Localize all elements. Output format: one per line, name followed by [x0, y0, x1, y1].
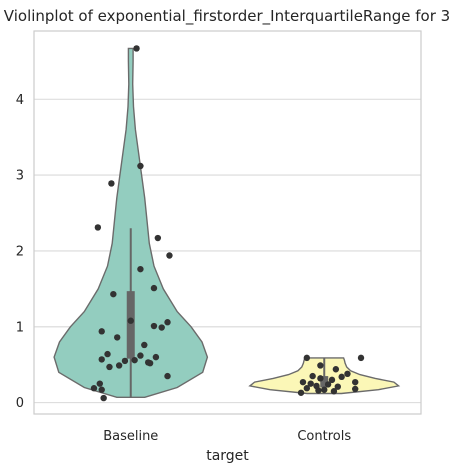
data-point	[150, 322, 158, 330]
data-point	[315, 387, 322, 394]
iqr-box	[320, 376, 329, 388]
data-point	[96, 380, 103, 387]
data-point	[94, 224, 102, 231]
data-point	[324, 381, 332, 388]
data-point	[137, 265, 144, 273]
data-point	[321, 386, 328, 393]
data-point	[98, 356, 105, 363]
violin-body	[53, 47, 209, 398]
data-point	[115, 362, 123, 369]
data-point	[307, 380, 314, 387]
data-point	[158, 324, 165, 331]
plot-frame	[33, 30, 422, 415]
data-point	[106, 363, 113, 371]
data-point	[303, 385, 311, 392]
data-point	[164, 319, 171, 326]
data-point	[164, 372, 171, 380]
y-tick-label: 1	[16, 320, 24, 335]
data-point	[352, 378, 359, 386]
data-point	[121, 357, 129, 365]
data-point	[299, 378, 307, 386]
data-point	[330, 388, 338, 395]
data-point	[334, 383, 341, 390]
violins	[53, 47, 401, 398]
data-point	[141, 341, 148, 349]
y-tick-label: 2	[16, 244, 24, 259]
data-point	[114, 334, 121, 341]
data-point	[317, 362, 324, 369]
data-point	[150, 284, 158, 292]
data-point	[133, 45, 140, 52]
data-point	[137, 352, 144, 359]
data-point	[98, 386, 105, 393]
x-axis-label: target	[206, 448, 249, 464]
data-point	[127, 317, 134, 324]
data-point	[297, 389, 305, 396]
chart-title: Violinplot of exponential_firstorder_Int…	[4, 7, 450, 26]
data-point	[104, 350, 111, 358]
data-point	[146, 359, 154, 367]
data-point	[90, 385, 98, 392]
x-tick-label: Controls	[297, 429, 351, 444]
data-point	[110, 290, 117, 298]
x-tick-label: Baseline	[103, 429, 158, 444]
data-point	[338, 373, 345, 381]
data-point	[328, 376, 336, 384]
data-point	[108, 180, 115, 187]
data-point	[98, 328, 105, 335]
strip-points	[90, 45, 365, 402]
data-point	[137, 162, 144, 170]
y-tick-label: 0	[16, 396, 24, 411]
data-point	[352, 385, 359, 393]
y-tick-label: 4	[16, 93, 24, 108]
axis-ticks: 0 1 2 3 4 Baseline Controls	[16, 93, 352, 444]
data-point	[357, 354, 365, 362]
data-point	[317, 375, 324, 382]
data-point	[309, 372, 316, 380]
data-point	[166, 252, 173, 259]
data-point	[303, 354, 311, 362]
iqr-box	[126, 291, 135, 359]
data-point	[154, 234, 162, 242]
y-tick-label: 3	[16, 169, 24, 184]
data-point	[131, 356, 138, 364]
data-point	[332, 366, 340, 373]
data-point	[100, 394, 107, 402]
data-point	[152, 353, 160, 361]
data-point	[344, 370, 351, 378]
